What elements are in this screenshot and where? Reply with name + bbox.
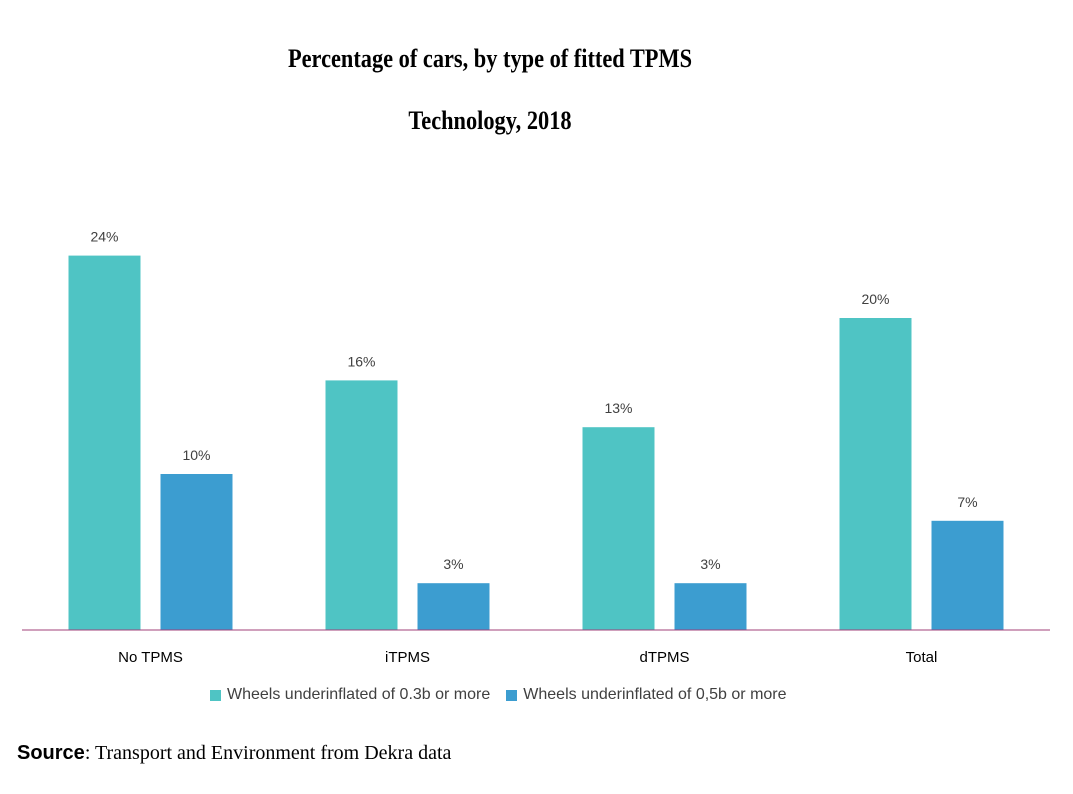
category-label: No TPMS bbox=[118, 649, 183, 666]
bar-1-total bbox=[839, 318, 912, 630]
bar-2-total bbox=[931, 520, 1004, 630]
legend-swatch-series-2 bbox=[506, 689, 518, 701]
data-label: 3% bbox=[443, 556, 463, 572]
bar-2-dtpms bbox=[674, 583, 747, 630]
source-note: Source: Transport and Environment from D… bbox=[17, 742, 451, 765]
data-label: 10% bbox=[182, 447, 210, 463]
data-label: 13% bbox=[604, 400, 632, 416]
legend-label-series-2: Wheels underinflated of 0,5b or more bbox=[523, 686, 787, 703]
legend-item-series-1: Wheels underinflated of 0.3b or more bbox=[210, 686, 490, 704]
data-label: 3% bbox=[700, 556, 720, 572]
source-text: : Transport and Environment from Dekra d… bbox=[84, 742, 452, 764]
category-label: iTPMS bbox=[385, 649, 430, 666]
source-label: Source bbox=[17, 742, 85, 764]
data-label: 20% bbox=[861, 291, 889, 307]
legend-item-series-2: Wheels underinflated of 0,5b or more bbox=[506, 686, 787, 704]
data-label: 7% bbox=[957, 494, 977, 510]
bar-2-itpms bbox=[417, 583, 490, 630]
legend: Wheels underinflated of 0.3b or more Whe… bbox=[210, 686, 803, 704]
legend-swatch-series-1 bbox=[210, 689, 221, 701]
bar-1-itpms bbox=[325, 380, 398, 630]
bar-1-dtpms bbox=[582, 427, 655, 630]
category-label: Total bbox=[906, 649, 938, 666]
bar-2-no-tpms bbox=[160, 474, 233, 630]
legend-label-series-1: Wheels underinflated of 0.3b or more bbox=[227, 686, 491, 703]
chart-title: Percentage of cars, by type of fitted TP… bbox=[287, 44, 693, 73]
data-label: 16% bbox=[347, 353, 375, 369]
data-label: 24% bbox=[90, 229, 118, 245]
category-label: dTPMS bbox=[639, 649, 689, 666]
chart-subtitle: Technology, 2018 bbox=[408, 106, 572, 135]
bar-1-no-tpms bbox=[68, 255, 141, 630]
